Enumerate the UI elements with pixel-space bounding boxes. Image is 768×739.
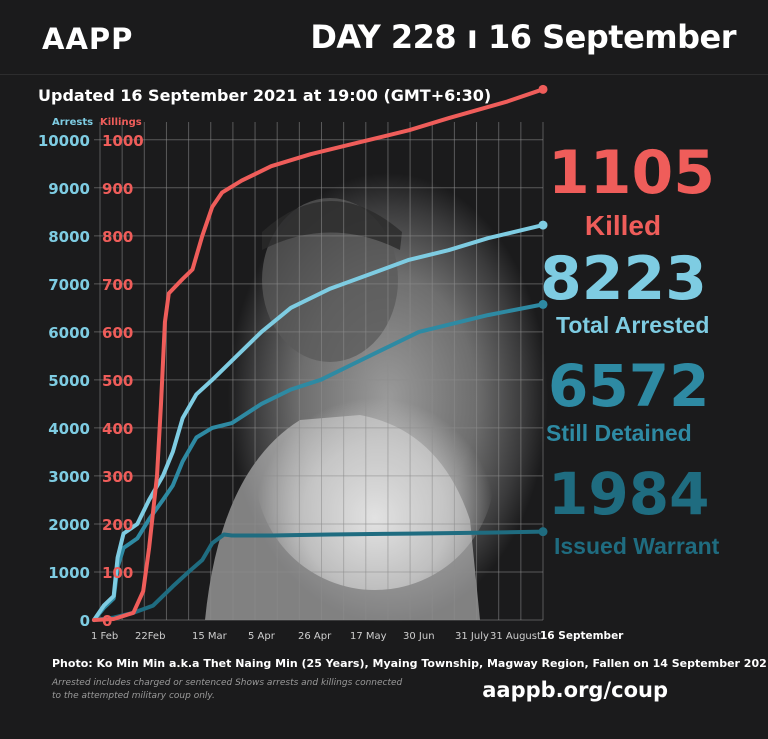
killed-label: Killed xyxy=(584,210,662,241)
killings-tick-label: 400 xyxy=(102,420,133,438)
warrant-endpoint xyxy=(538,527,548,537)
x-tick-label: 22Feb xyxy=(135,631,165,642)
arrests-endpoint xyxy=(538,220,548,230)
arrests-line xyxy=(92,223,545,622)
killings-tick-label: 100 xyxy=(102,564,133,582)
arrests-tick-label: 6000 xyxy=(48,324,90,342)
header-divider xyxy=(0,74,768,75)
updated-timestamp: Updated 16 September 2021 at 19:00 (GMT+… xyxy=(38,86,492,105)
x-tick-label: 30 Jun xyxy=(403,631,435,642)
killings-tick-label: 800 xyxy=(102,228,133,246)
detained-label: Still Detained xyxy=(546,420,692,446)
arrests-tick-label: 1000 xyxy=(48,564,90,582)
brand-logo: AAPP xyxy=(42,22,134,56)
killings-tick-label: 1000 xyxy=(102,132,144,150)
killings-tick-label: 0 xyxy=(102,612,112,630)
killings-line xyxy=(92,87,545,622)
x-tick-label: 15 Mar xyxy=(192,631,228,642)
arrests-tick-label: 10000 xyxy=(38,132,90,150)
footnote: Arrested includes charged or sentenced S… xyxy=(52,678,403,701)
photo-caption: Photo: Ko Min Min a.k.a Thet Naing Min (… xyxy=(52,657,768,670)
killings-axis-title: Killings xyxy=(100,117,142,128)
x-tick-label: 5 Apr xyxy=(248,631,276,642)
x-tick-label: 16 September xyxy=(540,630,624,642)
arrests-tick-label: 9000 xyxy=(48,180,90,198)
arrests-tick-label: 5000 xyxy=(48,372,90,390)
arrests-axis-title: Arrests xyxy=(52,117,93,128)
killings-tick-label: 900 xyxy=(102,180,133,198)
killings-endpoint xyxy=(538,84,548,94)
chart-series xyxy=(92,84,548,622)
chart-axes: Arrests Killings0100020003000400050006000… xyxy=(38,117,624,642)
detained-endpoint xyxy=(538,299,548,309)
detained-line xyxy=(92,302,545,622)
killings-tick-label: 300 xyxy=(102,468,133,486)
arrests-tick-label: 7000 xyxy=(48,276,90,294)
killings-tick-label: 200 xyxy=(102,516,133,534)
website-link[interactable]: aappb.org/coup xyxy=(482,678,668,702)
arrested-count: 8223 xyxy=(540,244,707,314)
arrests-tick-label: 4000 xyxy=(48,420,90,438)
day-headline: DAY 228 ı 16 September xyxy=(310,18,736,56)
arrests-tick-label: 8000 xyxy=(48,228,90,246)
x-tick-label: 31 July xyxy=(455,631,489,642)
warrant-count: 1984 xyxy=(548,460,710,528)
arrested-label: Total Arrested xyxy=(556,312,710,338)
arrests-tick-label: 3000 xyxy=(48,468,90,486)
killings-tick-label: 500 xyxy=(102,372,133,390)
x-tick-label: 26 Apr xyxy=(298,631,332,642)
warrant-label: Issued Warrant xyxy=(554,533,720,559)
arrests-tick-label: 0 xyxy=(80,612,90,630)
warrant-line xyxy=(92,529,545,622)
x-tick-label: 1 Feb xyxy=(91,631,118,642)
killings-tick-label: 700 xyxy=(102,276,133,294)
detained-count: 6572 xyxy=(548,352,710,420)
killed-count: 1105 xyxy=(548,138,715,208)
x-tick-label: 17 May xyxy=(350,631,387,642)
x-tick-label: 31 August xyxy=(490,631,541,642)
killings-tick-label: 600 xyxy=(102,324,133,342)
portrait-photo xyxy=(205,173,548,623)
arrests-tick-label: 2000 xyxy=(48,516,90,534)
